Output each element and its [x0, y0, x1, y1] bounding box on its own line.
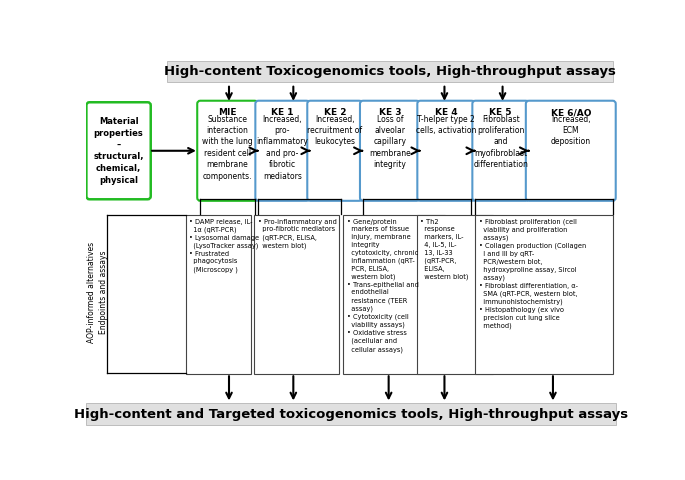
Text: KE 3: KE 3 [379, 108, 401, 118]
Text: • DAMP release, IL-
  1α (qRT-PCR)
• Lysosomal damage
  (LysoTracker assay)
• Fr: • DAMP release, IL- 1α (qRT-PCR) • Lysos… [190, 218, 260, 273]
Text: Material
properties
–
structural,
chemical,
physical: Material properties – structural, chemic… [93, 117, 144, 185]
FancyBboxPatch shape [416, 215, 493, 374]
Text: KE 4: KE 4 [435, 108, 458, 118]
FancyBboxPatch shape [308, 101, 362, 201]
Text: KE 6/AO: KE 6/AO [551, 108, 591, 118]
Text: Loss of
alveolar
capillary
membrane
integrity: Loss of alveolar capillary membrane inte… [369, 115, 411, 169]
FancyBboxPatch shape [86, 102, 151, 199]
FancyBboxPatch shape [475, 215, 613, 374]
FancyBboxPatch shape [167, 60, 612, 82]
Text: Increased,
ECM
deposition: Increased, ECM deposition [551, 115, 591, 146]
Text: KE 5: KE 5 [489, 108, 512, 118]
FancyBboxPatch shape [360, 101, 420, 201]
Text: MIE: MIE [219, 108, 237, 118]
Text: AOP-informed alternatives
Endpoints and assays: AOP-informed alternatives Endpoints and … [86, 242, 108, 343]
Text: • Pro-inflammatory and
  pro-fibrotic mediators
  (qRT-PCR, ELISA,
  western blo: • Pro-inflammatory and pro-fibrotic medi… [258, 218, 336, 249]
Text: Fibroblast
proliferation
and
myofibroblast
differentiation: Fibroblast proliferation and myofibrobla… [473, 115, 528, 169]
Text: Substance
interaction
with the lung
resident cell
membrane
components.: Substance interaction with the lung resi… [202, 115, 253, 181]
FancyBboxPatch shape [417, 101, 475, 201]
Text: KE 1: KE 1 [271, 108, 294, 118]
Text: • Gene/protein
  markers of tissue
  injury, membrane
  integrity
  cytotoxicity: • Gene/protein markers of tissue injury,… [347, 218, 419, 352]
Text: High-content and Targeted toxicogenomics tools, High-throughput assays: High-content and Targeted toxicogenomics… [74, 408, 628, 420]
FancyBboxPatch shape [526, 101, 616, 201]
FancyBboxPatch shape [197, 101, 258, 201]
Text: • Th2
  response
  markers, IL-
  4, IL-5, IL-
  13, IL-33
  (qRT-PCR,
  ELISA,
: • Th2 response markers, IL- 4, IL-5, IL-… [421, 218, 469, 280]
FancyBboxPatch shape [256, 101, 310, 201]
FancyBboxPatch shape [186, 215, 251, 374]
FancyBboxPatch shape [343, 215, 445, 374]
Text: KE 2: KE 2 [323, 108, 346, 118]
Text: High-content Toxicogenomics tools, High-throughput assays: High-content Toxicogenomics tools, High-… [164, 65, 616, 78]
FancyBboxPatch shape [254, 215, 339, 374]
Text: Increased,
recruitment of
leukocytes: Increased, recruitment of leukocytes [308, 115, 362, 146]
Text: T-helper type 2
cells, activation: T-helper type 2 cells, activation [416, 115, 476, 135]
Text: • Fibroblast proliferation (cell
  viability and proliferation
  assays)
• Colla: • Fibroblast proliferation (cell viabili… [479, 218, 586, 329]
FancyBboxPatch shape [86, 403, 616, 425]
Text: Increased,
pro-
inflammatory
and pro-
fibrotic
mediators: Increased, pro- inflammatory and pro- fi… [257, 115, 308, 181]
FancyBboxPatch shape [473, 101, 529, 201]
